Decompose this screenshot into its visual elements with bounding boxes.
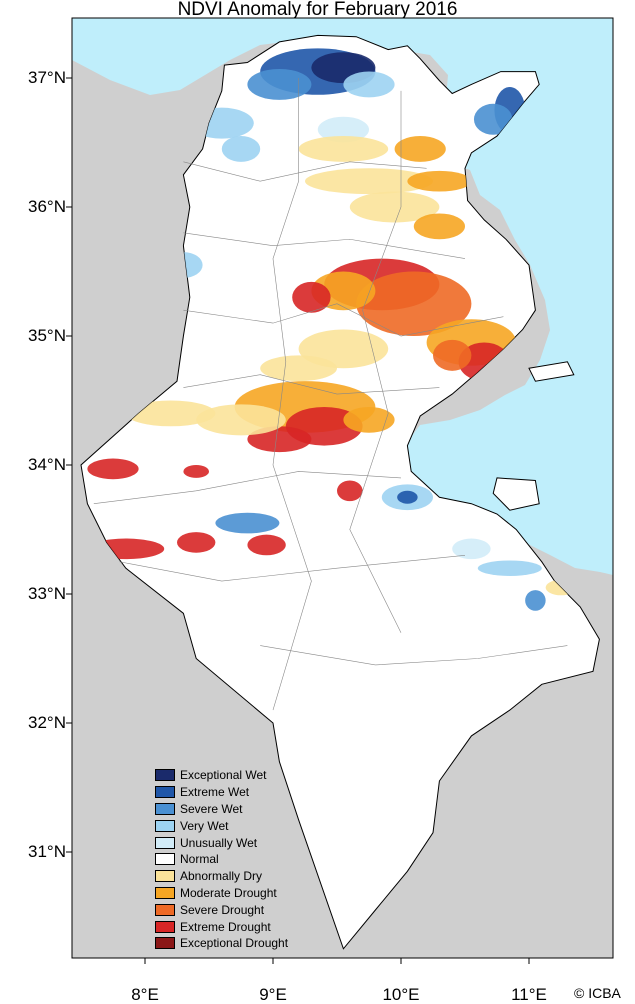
admin-borders: [93, 78, 568, 711]
lat-tick-label: 33°N: [28, 584, 66, 603]
legend-label: Extreme Wet: [180, 785, 250, 800]
anomaly-patch: [247, 534, 286, 556]
legend-swatch: [155, 937, 175, 950]
legend-label: Exceptional Drought: [180, 936, 289, 951]
legend-label: Abnormally Dry: [180, 869, 263, 884]
axis-ticks: [66, 77, 530, 964]
kerkennah-island: [528, 361, 575, 382]
legend-swatch: [155, 819, 175, 832]
anomaly-patch: [337, 480, 363, 502]
admin-border-line: [349, 90, 402, 633]
map-frame: [71, 17, 614, 959]
copyright-text: © ICBA: [574, 985, 621, 1001]
map-title: NDVI Anomaly for February 2016: [177, 0, 458, 20]
anomaly-patch: [433, 339, 472, 371]
anomaly-patch: [87, 458, 139, 480]
anomaly-patch: [292, 281, 331, 313]
lat-tick-label: 36°N: [28, 197, 66, 216]
admin-border-line: [260, 645, 568, 666]
admin-border-line: [272, 78, 312, 711]
legend: Exceptional Wet Extreme Wet Severe Wet Very…: [155, 767, 288, 952]
anomaly-patch: [394, 136, 446, 162]
legend-label: Exceptional Wet: [180, 768, 267, 783]
lat-tick-label: 31°N: [28, 842, 66, 861]
legend-swatch: [155, 870, 175, 883]
admin-border-line: [183, 161, 427, 182]
admin-border-line: [183, 232, 466, 259]
lat-tick-label: 37°N: [28, 68, 66, 87]
legend-label: Severe Drought: [180, 902, 265, 917]
anomaly-patch: [298, 136, 389, 162]
legend-item: Unusually Wet: [155, 834, 288, 851]
djerba-island: [492, 477, 540, 511]
anomaly-patch: [343, 406, 395, 433]
legend-label: Very Wet: [180, 818, 229, 833]
lon-tick-label: 8°E: [131, 985, 159, 1004]
legend-item: Exceptional Drought: [155, 935, 288, 952]
legend-label: Unusually Wet: [180, 835, 258, 850]
anomaly-patch: [525, 590, 546, 611]
legend-item: Severe Wet: [155, 801, 288, 818]
lon-tick-label: 11°E: [511, 985, 547, 1004]
legend-swatch: [155, 903, 175, 916]
legend-label: Normal: [180, 852, 219, 867]
anomaly-patch: [356, 271, 472, 336]
legend-swatch: [155, 802, 175, 815]
anomaly-patch: [343, 71, 395, 98]
admin-border-line: [183, 303, 504, 337]
lat-tick-label: 34°N: [28, 455, 66, 474]
legend-item: Extreme Drought: [155, 918, 288, 935]
anomaly-patch: [349, 191, 440, 223]
admin-border-line: [93, 471, 402, 504]
admin-border-line: [119, 555, 466, 582]
legend-label: Severe Wet: [180, 801, 243, 816]
anomaly-patch: [221, 136, 261, 162]
lat-tick-label: 35°N: [28, 326, 66, 345]
legend-label: Extreme Drought: [180, 919, 271, 934]
legend-item: Exceptional Wet: [155, 767, 288, 784]
anomaly-patch: [452, 538, 491, 560]
legend-label: Moderate Drought: [180, 885, 277, 900]
lat-tick-label: 32°N: [28, 713, 66, 732]
lon-tick-label: 10°E: [382, 985, 420, 1004]
anomaly-patch: [413, 213, 465, 240]
anomaly-patch: [260, 355, 337, 382]
legend-item: Abnormally Dry: [155, 868, 288, 885]
anomaly-patch: [125, 400, 216, 427]
anomaly-patch: [473, 103, 513, 135]
legend-item: Normal: [155, 851, 288, 868]
anomaly-patch: [317, 116, 369, 143]
legend-swatch: [155, 853, 175, 866]
legend-swatch: [155, 786, 175, 799]
anomaly-patch: [177, 532, 216, 553]
anomaly-patch: [247, 68, 312, 100]
legend-item: Severe Drought: [155, 901, 288, 918]
lon-tick-label: 9°E: [259, 985, 287, 1004]
admin-border-line: [183, 374, 440, 395]
anomaly-patch: [397, 490, 418, 504]
legend-item: Extreme Wet: [155, 784, 288, 801]
anomaly-patch: [196, 404, 286, 436]
legend-swatch: [155, 769, 175, 782]
anomaly-patch: [477, 560, 542, 576]
anomaly-patch: [183, 465, 209, 478]
legend-item: Very Wet: [155, 817, 288, 834]
legend-swatch: [155, 886, 175, 899]
legend-swatch: [155, 836, 175, 849]
anomaly-patch: [407, 170, 472, 192]
anomaly-patch: [215, 512, 280, 534]
legend-item: Moderate Drought: [155, 885, 288, 902]
legend-swatch: [155, 920, 175, 933]
